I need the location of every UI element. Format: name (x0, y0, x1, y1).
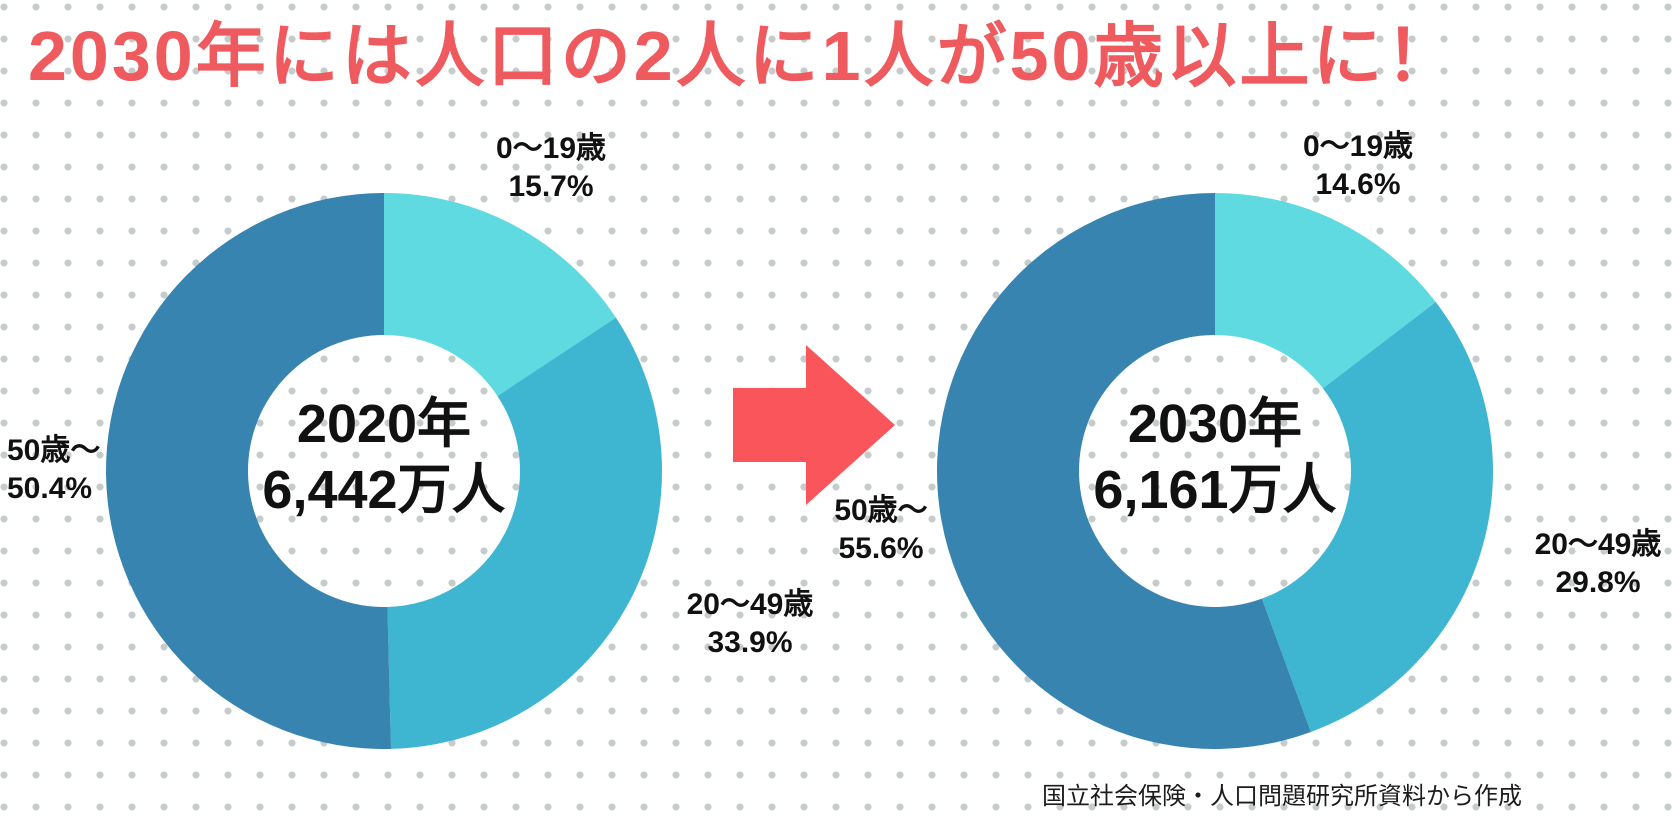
donut-segment-2020年-50歳〜 (106, 193, 391, 749)
donut-segment-2030年-20〜49歳 (1261, 301, 1493, 732)
donut-segment-2030年-0〜19歳 (1215, 193, 1436, 389)
donut-chart-2030 (937, 193, 1493, 749)
donut-2030-center-label: 2030年 6,161万人 (1093, 391, 1336, 523)
donut-2020-center-label: 2020年 6,442万人 (262, 391, 505, 523)
donut-2020-year: 2020年 (296, 394, 472, 454)
donut-chart-2020 (106, 193, 662, 749)
donut-2030-label-20-49: 20〜49歳 29.8% (1534, 528, 1662, 599)
transition-arrow-icon (733, 345, 895, 505)
donut-2020-label-50-plus: 50歳〜 50.4% (7, 434, 101, 505)
donut-2020-label-20-49: 20〜49歳 33.9% (686, 588, 814, 659)
donut-2020-label-0-19: 0〜19歳 15.7% (495, 132, 607, 203)
donut-2030-year: 2030年 (1127, 394, 1303, 454)
donut-segment-2030年-50歳〜 (937, 193, 1311, 749)
page-title: 2030年には人口の2人に1人が50歳以上に！ (28, 17, 1459, 95)
donut-2030-total: 6,161万人 (1093, 460, 1337, 520)
donut-2030-label-50-plus: 50歳〜 55.6% (834, 494, 928, 565)
donut-segment-2020年-20〜49歳 (387, 317, 662, 749)
donut-segment-2020年-0〜19歳 (384, 193, 616, 396)
source-note: 国立社会保険・人口問題研究所資料から作成 (1042, 783, 1522, 810)
donut-2020-total: 6,442万人 (262, 460, 506, 520)
donut-2030-label-0-19: 0〜19歳 14.6% (1302, 130, 1414, 201)
